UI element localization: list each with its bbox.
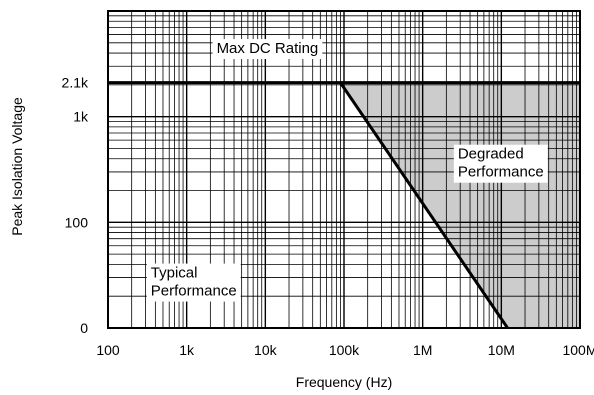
annotation-max-dc-rating: Max DC Rating: [212, 39, 323, 60]
annotation-degraded-performance-background: [453, 144, 548, 183]
annotation-typical-performance-line: Performance: [151, 283, 237, 300]
annotation-degraded-performance-line: Performance: [458, 164, 544, 181]
annotations: Max DC RatingDegradedPerformanceTypicalP…: [146, 39, 548, 302]
x-tick-label: 10k: [254, 342, 278, 358]
annotation-max-dc-rating-background: [212, 39, 323, 60]
y-tick-label: 1k: [73, 109, 89, 125]
plot-frame: [107, 10, 581, 329]
y-tick-label: 100: [65, 214, 89, 230]
annotation-max-dc-rating-line: Max DC Rating: [217, 40, 319, 57]
series-layer: [108, 81, 580, 329]
x-tick-label: 100M: [562, 342, 594, 358]
y-tick-label: 0: [80, 320, 88, 336]
annotation-degraded-performance-line: Degraded: [458, 146, 524, 163]
x-tick-label: 1k: [179, 342, 195, 358]
x-tick-label: 1M: [413, 342, 432, 358]
x-tick-label: 100k: [329, 342, 360, 358]
annotation-typical-performance-line: Typical: [151, 265, 198, 282]
x-tick-label: 100: [96, 342, 120, 358]
y-tick-labels: 0 100 1k 2.1k: [62, 75, 89, 336]
x-axis-label: Frequency (Hz): [296, 374, 392, 390]
y-axis-label: Peak Isolation Voltage: [9, 97, 25, 236]
annotation-typical-performance-background: [146, 263, 241, 302]
series-derating-line: [339, 81, 509, 329]
x-tick-labels: 100 1k 10k 100k 1M 10M 100M: [96, 342, 594, 358]
x-tick-label: 10M: [488, 342, 515, 358]
y-tick-label: 2.1k: [62, 75, 89, 91]
